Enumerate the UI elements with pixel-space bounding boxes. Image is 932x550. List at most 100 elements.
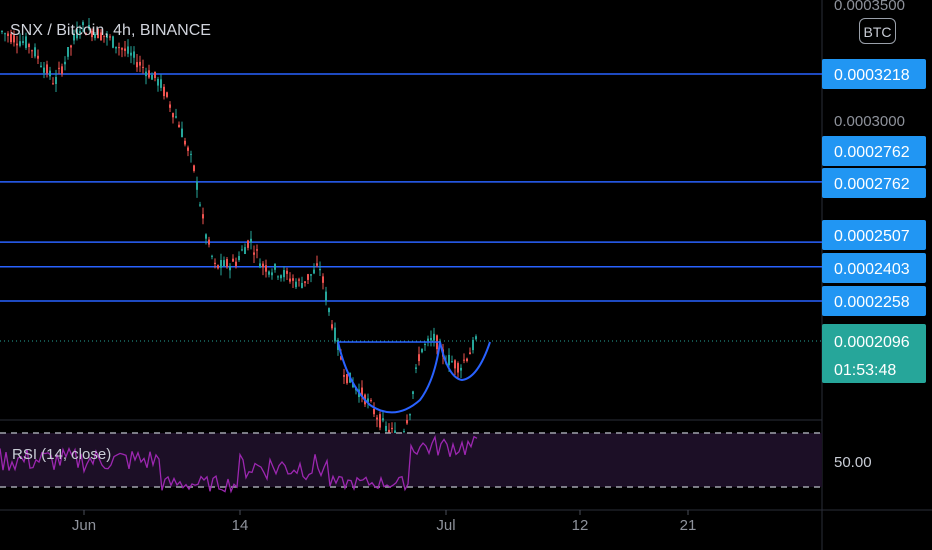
candle-body: [4, 33, 6, 35]
candle-body: [64, 61, 66, 65]
symbol-title: SNX / Bitcoin, 4h, BINANCE: [10, 22, 211, 39]
candle-body: [22, 41, 24, 43]
candle-body: [313, 269, 315, 274]
candle-body: [283, 270, 285, 278]
rsi-band-fill: [0, 433, 822, 487]
candle-body: [469, 352, 471, 355]
price-tag: [822, 220, 926, 250]
candle-body: [226, 259, 228, 267]
candle-body: [184, 140, 186, 145]
candle-body: [154, 71, 156, 79]
candle-body: [244, 247, 246, 255]
candle-body: [112, 36, 114, 48]
candle-body: [16, 43, 18, 46]
candle-body: [382, 418, 384, 421]
candle-body: [208, 239, 210, 245]
candle-body: [370, 400, 372, 402]
candle-body: [52, 83, 54, 85]
price-tag: [822, 136, 926, 166]
candle-body: [130, 52, 132, 56]
candle-body: [127, 46, 129, 54]
y-tick-label: 0.0003500: [834, 0, 905, 14]
candle-body: [322, 276, 324, 283]
candle-body: [241, 249, 243, 251]
candle-body: [166, 92, 168, 97]
candle-body: [340, 356, 342, 360]
candle-body: [25, 36, 27, 48]
candle-body: [307, 274, 309, 280]
x-tick-label: Jun: [72, 517, 96, 534]
price-tag: [822, 286, 926, 316]
candle-body: [58, 67, 60, 69]
candle-body: [13, 35, 15, 43]
candle-body: [289, 278, 291, 282]
candle-body: [391, 427, 393, 430]
candle-body: [55, 76, 57, 84]
candle-body: [163, 86, 165, 97]
candle-body: [70, 45, 72, 48]
candle-body: [172, 113, 174, 118]
candle-body: [472, 339, 474, 351]
candle-body: [76, 28, 78, 39]
candle-body: [460, 367, 462, 371]
candle-body: [118, 47, 120, 49]
candle-body: [229, 265, 231, 271]
candle-body: [298, 279, 300, 281]
candle-body: [202, 214, 204, 219]
candle-body: [106, 33, 108, 38]
candle-body: [235, 261, 237, 266]
price-tag: [822, 59, 926, 89]
candle-body: [175, 116, 177, 118]
candle-body: [190, 153, 192, 155]
candle-body: [448, 354, 450, 366]
rsi-line: [0, 434, 478, 494]
candle-body: [256, 249, 258, 251]
candle-body: [214, 262, 216, 264]
candle-body: [247, 240, 249, 248]
candle-body: [295, 281, 297, 288]
candle-body: [79, 31, 81, 33]
candle-body: [217, 265, 219, 269]
candle-body: [409, 414, 411, 416]
candle-body: [19, 41, 21, 46]
price-tag: [822, 253, 926, 283]
candle-body: [133, 51, 135, 58]
candle-body: [73, 34, 75, 41]
candle-body: [187, 147, 189, 151]
candle-body: [316, 263, 318, 266]
candle-body: [451, 361, 453, 363]
candle-body: [346, 374, 348, 384]
candle-body: [262, 263, 264, 268]
candle-body: [211, 255, 213, 257]
candle-body: [331, 324, 333, 329]
candle-body: [145, 71, 147, 77]
candle-body: [280, 275, 282, 279]
candle-body: [427, 338, 429, 341]
candle-body: [271, 272, 273, 276]
candle-body: [388, 429, 390, 434]
candle-body: [292, 278, 294, 281]
countdown-label: 01:53:48: [834, 362, 896, 379]
candle-body: [88, 24, 90, 30]
currency-button[interactable]: BTC: [859, 18, 896, 44]
candle-body: [277, 276, 279, 278]
candle-body: [181, 128, 183, 138]
candle-body: [1, 31, 3, 33]
candle-body: [193, 165, 195, 171]
candle-body: [151, 75, 153, 80]
candle-body: [310, 274, 312, 276]
candle-body: [421, 348, 423, 353]
candle-body: [160, 79, 162, 88]
candle-body: [220, 260, 222, 268]
candle-body: [367, 398, 369, 403]
price-tag-label: 0.0002403: [834, 261, 910, 278]
last-price-tag: [822, 324, 926, 383]
cup-curve: [337, 341, 441, 414]
x-tick-label: 14: [232, 517, 249, 534]
candle-body: [91, 30, 93, 38]
candle-body: [46, 64, 48, 74]
price-tag-label: 0.0002762: [834, 176, 910, 193]
candle-body: [124, 48, 126, 51]
candle-body: [259, 263, 261, 268]
